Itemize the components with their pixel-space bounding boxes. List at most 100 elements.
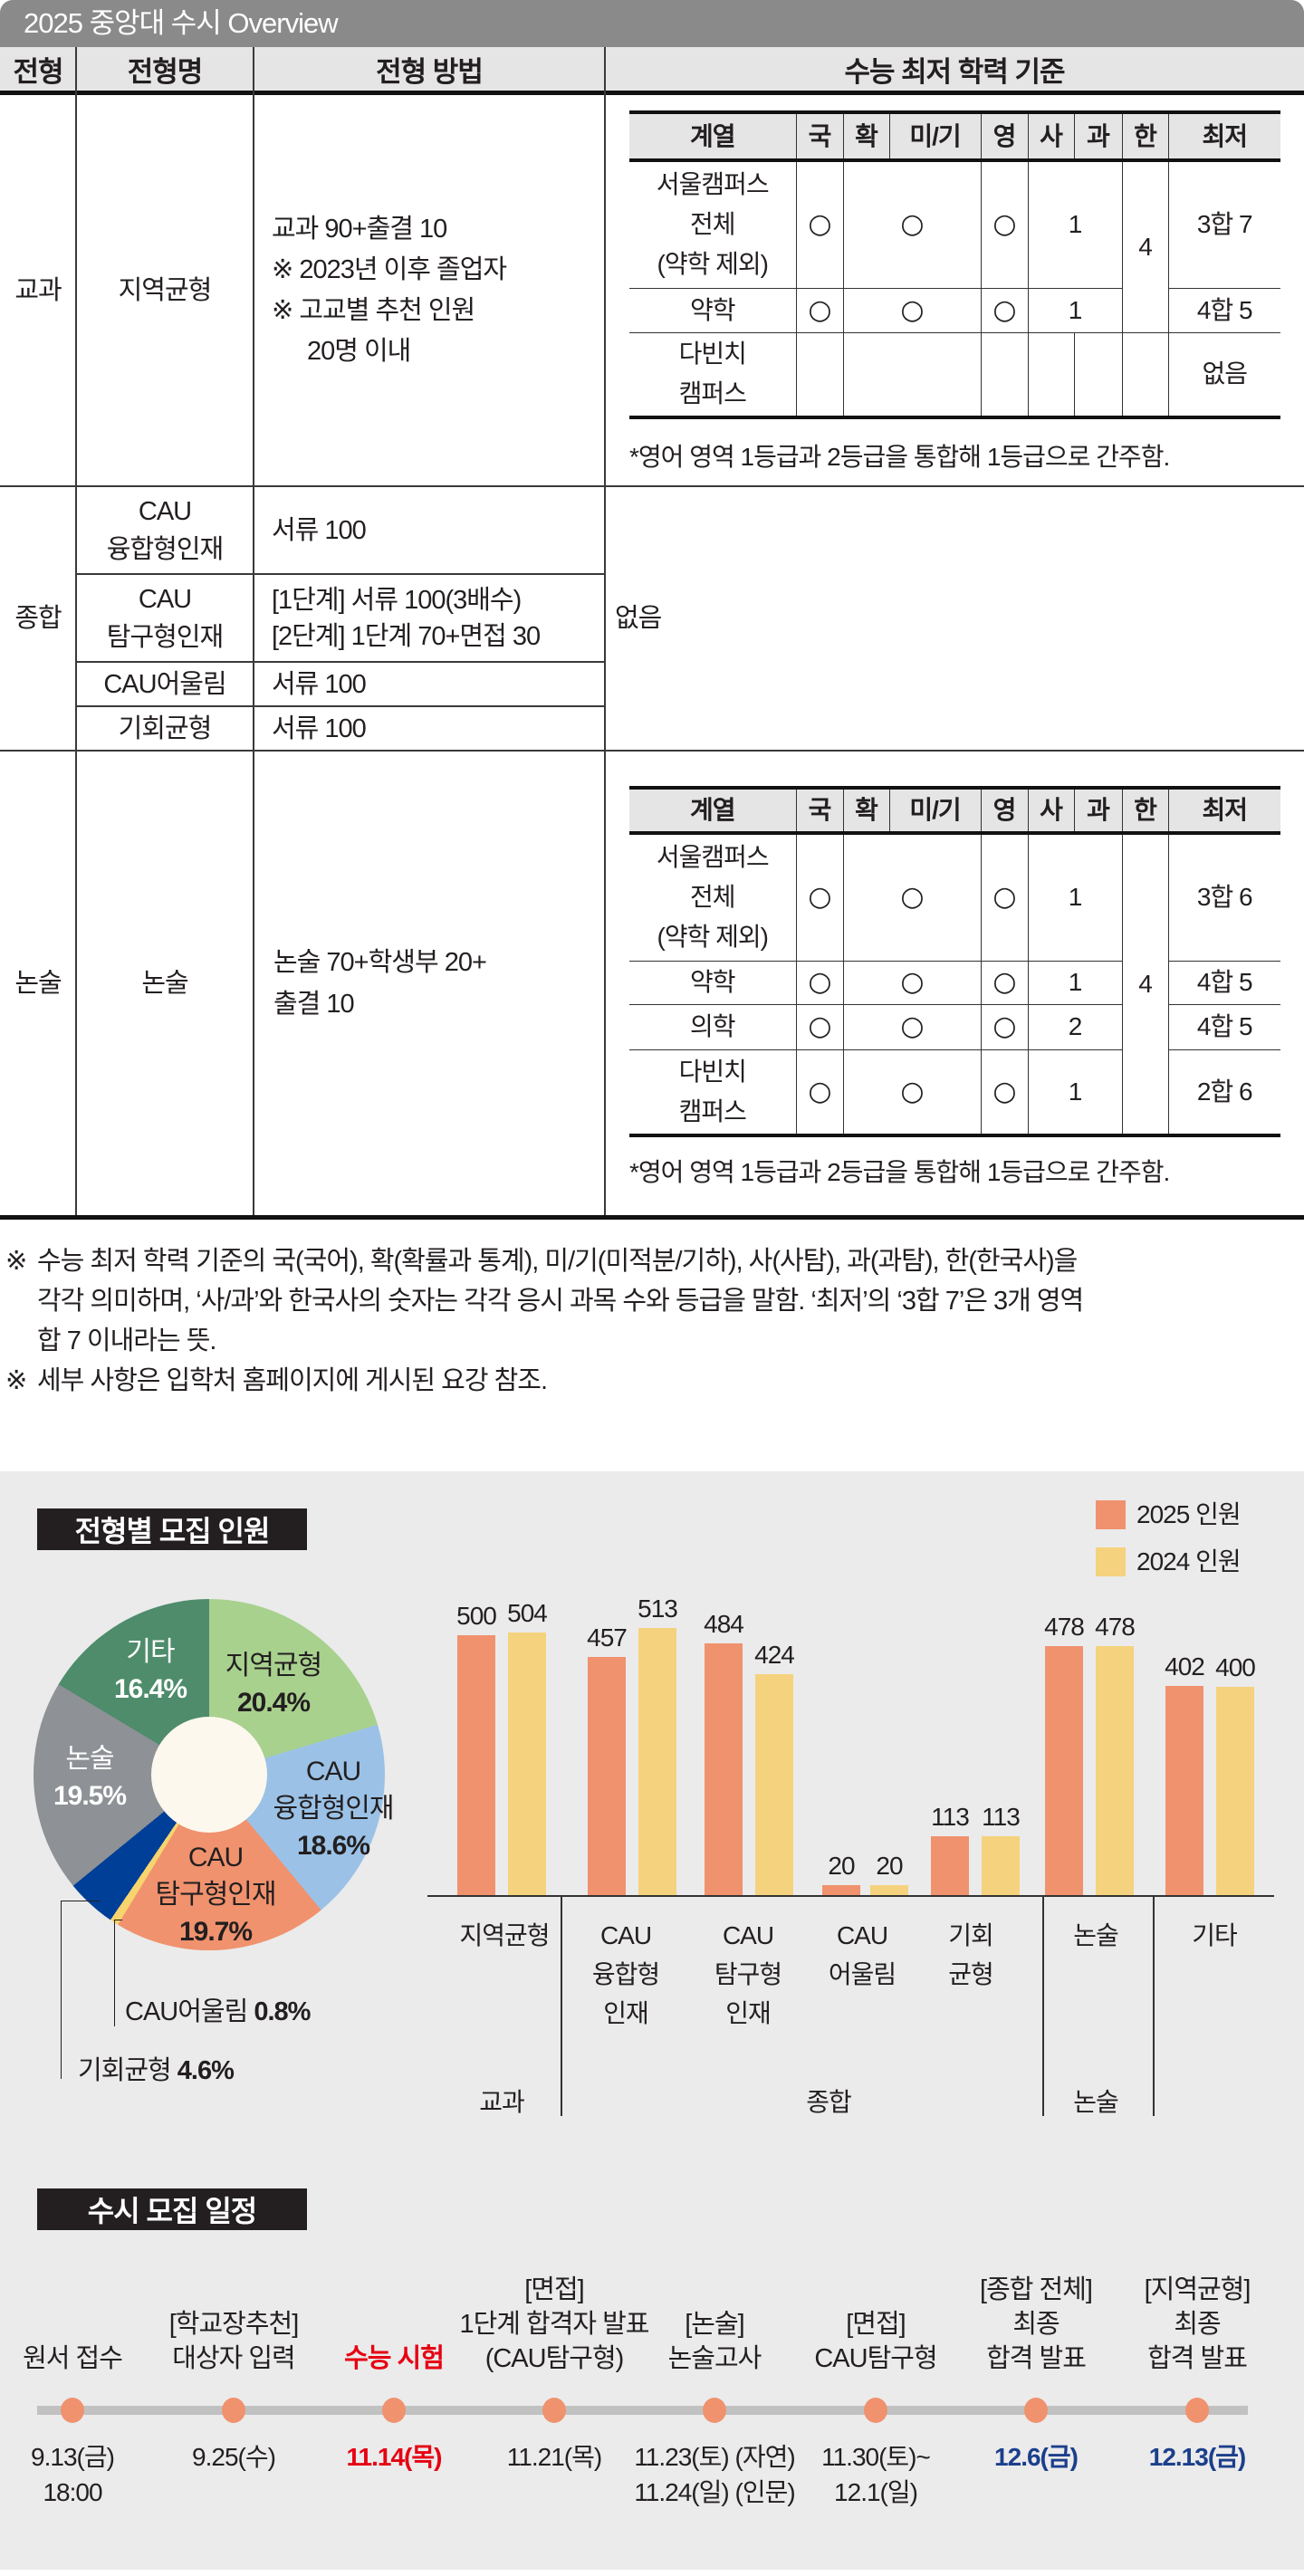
name-cau-inquiry: CAU 탐구형인재	[76, 575, 254, 661]
timeline-dot-icon	[382, 2398, 406, 2423]
pie-label-pct: 0.8%	[254, 1997, 311, 2026]
name-jiyeok: 지역균형	[118, 276, 213, 305]
track-line: 다빈치	[678, 340, 747, 369]
pie-label-pct: 19.7%	[178, 1917, 253, 1947]
event-date-regional-final: 12.13(금)	[1070, 2439, 1304, 2475]
math-mark	[842, 332, 982, 417]
pie-label-name: 기회균형	[78, 2056, 172, 2085]
bar-2024	[982, 1836, 1020, 1895]
col-track: 계열	[629, 788, 797, 833]
event-label-line: [논술]	[685, 2310, 744, 2339]
event-date-line: 9.13(금)	[31, 2443, 115, 2471]
subrow-divider	[76, 573, 605, 575]
pie-label-pct: 18.6%	[296, 1831, 370, 1861]
event-date-line: 11.23(토) (자연)	[634, 2443, 795, 2471]
bar-group-label: 종합	[806, 2088, 852, 2116]
inquiry-count: 1	[1027, 1049, 1123, 1135]
col-probability: 확	[842, 112, 890, 160]
method-line: [2단계] 1단계 70+면접 30	[272, 621, 541, 651]
col-social: 사	[1027, 112, 1075, 160]
name-line: 융합형인재	[106, 534, 224, 564]
track-cell: 서울캠퍼스 전체 (약학 제외)	[629, 160, 797, 288]
track-cell: 서울캠퍼스 전체 (약학 제외)	[629, 833, 797, 961]
event-label-principal-recommendation: [학교장추천] 대상자 입력	[107, 2307, 360, 2376]
criteria-row: 서울캠퍼스 전체 (약학 제외) ○ ○ ○ 1 4 3합 7	[629, 160, 1280, 332]
method-line: 교과 90+출결 10	[272, 215, 447, 244]
bar-2024	[638, 1628, 676, 1895]
header-divider	[0, 91, 1304, 95]
callout-leader-line	[61, 1901, 100, 2079]
track-line: 전체	[689, 883, 736, 912]
pie-label-pct: 20.4%	[236, 1688, 311, 1718]
bar-value: 500	[456, 1601, 497, 1630]
science-count	[1073, 332, 1123, 417]
bar-group-cau-convergence: 457 513	[587, 1595, 678, 1895]
bar-group-cau-inquiry: 484 424	[704, 1610, 795, 1895]
timeline-dot-icon	[703, 2398, 726, 2423]
criteria-row: 다빈치 캠퍼스 ○ ○ ○ 1 2합 6	[629, 1049, 1280, 1135]
bar-2025	[457, 1634, 495, 1895]
event-date-line: 18:00	[43, 2478, 102, 2506]
subrow-divider	[76, 661, 605, 663]
bar-2025	[705, 1642, 743, 1895]
category-line: 융합형	[591, 1960, 660, 1988]
track-line: 서울캠퍼스	[656, 843, 770, 872]
col-korean: 국	[795, 112, 844, 160]
minimum-value: 4합 5	[1167, 961, 1280, 1004]
name-line: 기회균형	[118, 713, 213, 743]
reference-mark-icon: ※	[5, 1366, 27, 1395]
history-grade	[1121, 332, 1169, 417]
history-grade: 4	[1121, 833, 1169, 1135]
group-divider	[1153, 1897, 1155, 2116]
bar-category-label: 기타	[1142, 1916, 1287, 1955]
bar-2024	[1216, 1687, 1254, 1895]
criteria-note: *영어 영역 1등급과 2등급을 통합해 1등급으로 간주함.	[629, 1158, 1170, 1186]
bar-group-other: 402 400	[1165, 1652, 1256, 1895]
criteria-row: 다빈치 캠퍼스 없음	[629, 332, 1280, 417]
method-cau-eoullim: 서류 100	[272, 663, 598, 705]
track-line: 캠퍼스	[678, 1096, 747, 1125]
type-nonsul: 논술	[14, 969, 62, 998]
bar-value: 457	[587, 1623, 628, 1652]
bar-column-2025: 402	[1165, 1652, 1205, 1895]
inquiry-count: 2	[1027, 1004, 1123, 1049]
event-date-essay-exam: 11.23(토) (자연) 11.24(일) (인문)	[588, 2439, 841, 2510]
event-label-line: [종합 전체]	[980, 2275, 1093, 2304]
reference-mark-icon: ※	[5, 1247, 27, 1276]
col-track: 계열	[629, 112, 797, 160]
bar-group-jiyeok: 500 504	[456, 1600, 548, 1895]
col-english: 영	[980, 112, 1029, 160]
track-line: 약학	[689, 968, 736, 996]
bar-column-2025: 484	[704, 1610, 744, 1895]
pie-label-name: CAU어울림	[125, 1997, 248, 2026]
inquiry-count: 1	[1027, 160, 1123, 288]
column-divider	[253, 47, 254, 1217]
method-cau-convergence: 서류 100	[272, 487, 598, 573]
track-cell: 다빈치 캠퍼스	[629, 332, 797, 417]
method-line: 서류 100	[272, 515, 367, 545]
track-cell: 약학	[629, 288, 797, 332]
legend-swatch-2024	[1096, 1547, 1126, 1576]
table-bottom-border	[0, 1215, 1304, 1220]
callout-leader-line	[114, 1920, 122, 2026]
event-label-line: 최종	[1012, 2310, 1060, 2339]
pie-label-name: 논술	[65, 1744, 114, 1774]
category-line: 지역균형	[459, 1921, 550, 1949]
timeline-dot-icon	[864, 2398, 887, 2423]
bar-column-2024: 400	[1215, 1654, 1256, 1895]
track-line: (약학 제외)	[657, 250, 769, 279]
event-label-stage1-results: [면접] 1단계 합격자 발표 (CAU탐구형)	[427, 2273, 681, 2376]
event-date-line: 12.6(금)	[994, 2443, 1079, 2471]
category-line: 균형	[948, 1960, 994, 1988]
minimum-value: 2합 6	[1167, 1049, 1280, 1135]
event-label-line: 대상자 입력	[172, 2344, 295, 2373]
category-line: CAU	[722, 1921, 774, 1949]
event-date-line: 11.30(토)~	[821, 2443, 931, 2471]
english-mark: ○	[980, 1049, 1029, 1135]
row-divider	[0, 485, 1304, 487]
event-label-line: 1단계 합격자 발표	[459, 2310, 649, 2339]
minimum-value: 3합 6	[1167, 833, 1280, 961]
footnote-line: 세부 사항은 입학처 홈페이지에 게시된 요강 참조.	[37, 1366, 548, 1395]
korean-mark: ○	[795, 1049, 844, 1135]
timeline-dot-icon	[222, 2398, 245, 2423]
